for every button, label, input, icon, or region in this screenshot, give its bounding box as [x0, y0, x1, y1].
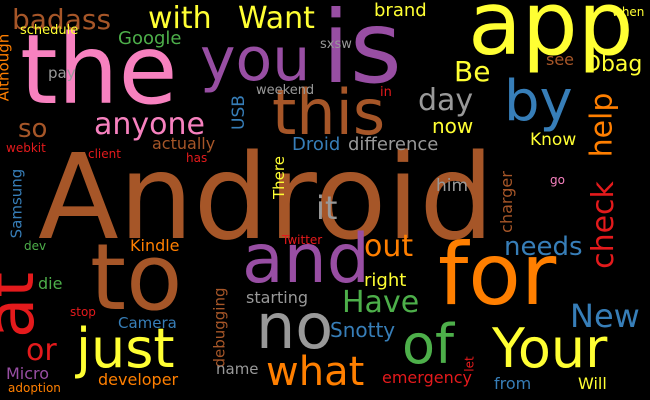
- word-help: help: [584, 92, 620, 158]
- word-dev: dev: [24, 239, 47, 253]
- word-google: Google: [118, 28, 182, 49]
- word-samsung: Samsung: [7, 168, 26, 239]
- word-app: app: [468, 0, 634, 75]
- word-camera: Camera: [118, 314, 177, 332]
- word-know: Know: [530, 130, 577, 150]
- word-right: right: [364, 270, 407, 291]
- word-and: and: [242, 220, 370, 299]
- word-emergency: emergency: [382, 368, 472, 387]
- word-it: it: [316, 189, 338, 227]
- word-client: client: [88, 147, 121, 161]
- word-for: for: [438, 225, 557, 325]
- word-check: check: [585, 181, 621, 269]
- word-sxsw: sxsw: [320, 37, 352, 52]
- word-name: name: [216, 360, 259, 378]
- word-there: There: [269, 156, 288, 199]
- word-your: Your: [492, 317, 608, 380]
- word-although: Although: [0, 33, 13, 102]
- word-starting: starting: [246, 288, 309, 307]
- word-by: by: [504, 69, 573, 134]
- word-schedule: schedule: [20, 23, 79, 38]
- word-of: of: [402, 313, 455, 376]
- word-to: to: [90, 224, 183, 331]
- word-out: out: [364, 229, 414, 264]
- word-the: the: [20, 14, 178, 126]
- word-weekend: weekend: [256, 83, 315, 98]
- word-when: when: [612, 5, 645, 19]
- word-will: Will: [578, 374, 607, 393]
- word-droid: Droid: [292, 134, 341, 155]
- word-debugging: debugging: [210, 287, 229, 368]
- word-difference: difference: [348, 134, 439, 155]
- word-have: Have: [342, 285, 420, 320]
- word-no: no: [256, 290, 334, 363]
- word-micro: Micro: [6, 364, 50, 383]
- word-him: him: [436, 176, 469, 196]
- word-actually: actually: [152, 134, 216, 153]
- word-or: or: [26, 333, 57, 368]
- word-from: from: [494, 374, 532, 393]
- word-new: New: [570, 297, 640, 335]
- word-anyone: anyone: [94, 107, 205, 142]
- word-see: see: [546, 50, 575, 69]
- word-with: with: [148, 1, 212, 36]
- word-android: Android: [38, 128, 495, 266]
- word-adoption: adoption: [8, 381, 61, 395]
- word-brand: brand: [374, 0, 427, 21]
- word-usb: USB: [228, 95, 249, 130]
- word-so: so: [18, 114, 48, 144]
- word-this: this: [272, 76, 386, 149]
- word-webkit: webkit: [6, 141, 46, 155]
- word-go: go: [550, 173, 565, 187]
- word-charger: charger: [496, 171, 516, 233]
- word-developer: developer: [98, 370, 179, 389]
- word-want: Want: [238, 1, 315, 36]
- word-has: has: [186, 151, 208, 165]
- word-snotty: Snotty: [330, 318, 396, 342]
- word-kindle: Kindle: [130, 236, 180, 255]
- word-pay: pay: [48, 64, 76, 82]
- word-is: is: [322, 0, 402, 106]
- word-stop: stop: [70, 305, 96, 319]
- word-what: what: [266, 349, 365, 395]
- word-twitter: Twitter: [282, 233, 323, 247]
- word-dbag: Dbag: [584, 52, 643, 77]
- word-now: now: [432, 114, 474, 138]
- word-you: you: [200, 25, 311, 95]
- word-needs: needs: [504, 232, 583, 262]
- word-badass: badass: [12, 3, 112, 36]
- word-day: day: [418, 83, 474, 118]
- word-be: Be: [454, 55, 491, 88]
- word-just: just: [76, 317, 175, 380]
- word-die: die: [38, 274, 63, 293]
- word-in: in: [380, 85, 392, 100]
